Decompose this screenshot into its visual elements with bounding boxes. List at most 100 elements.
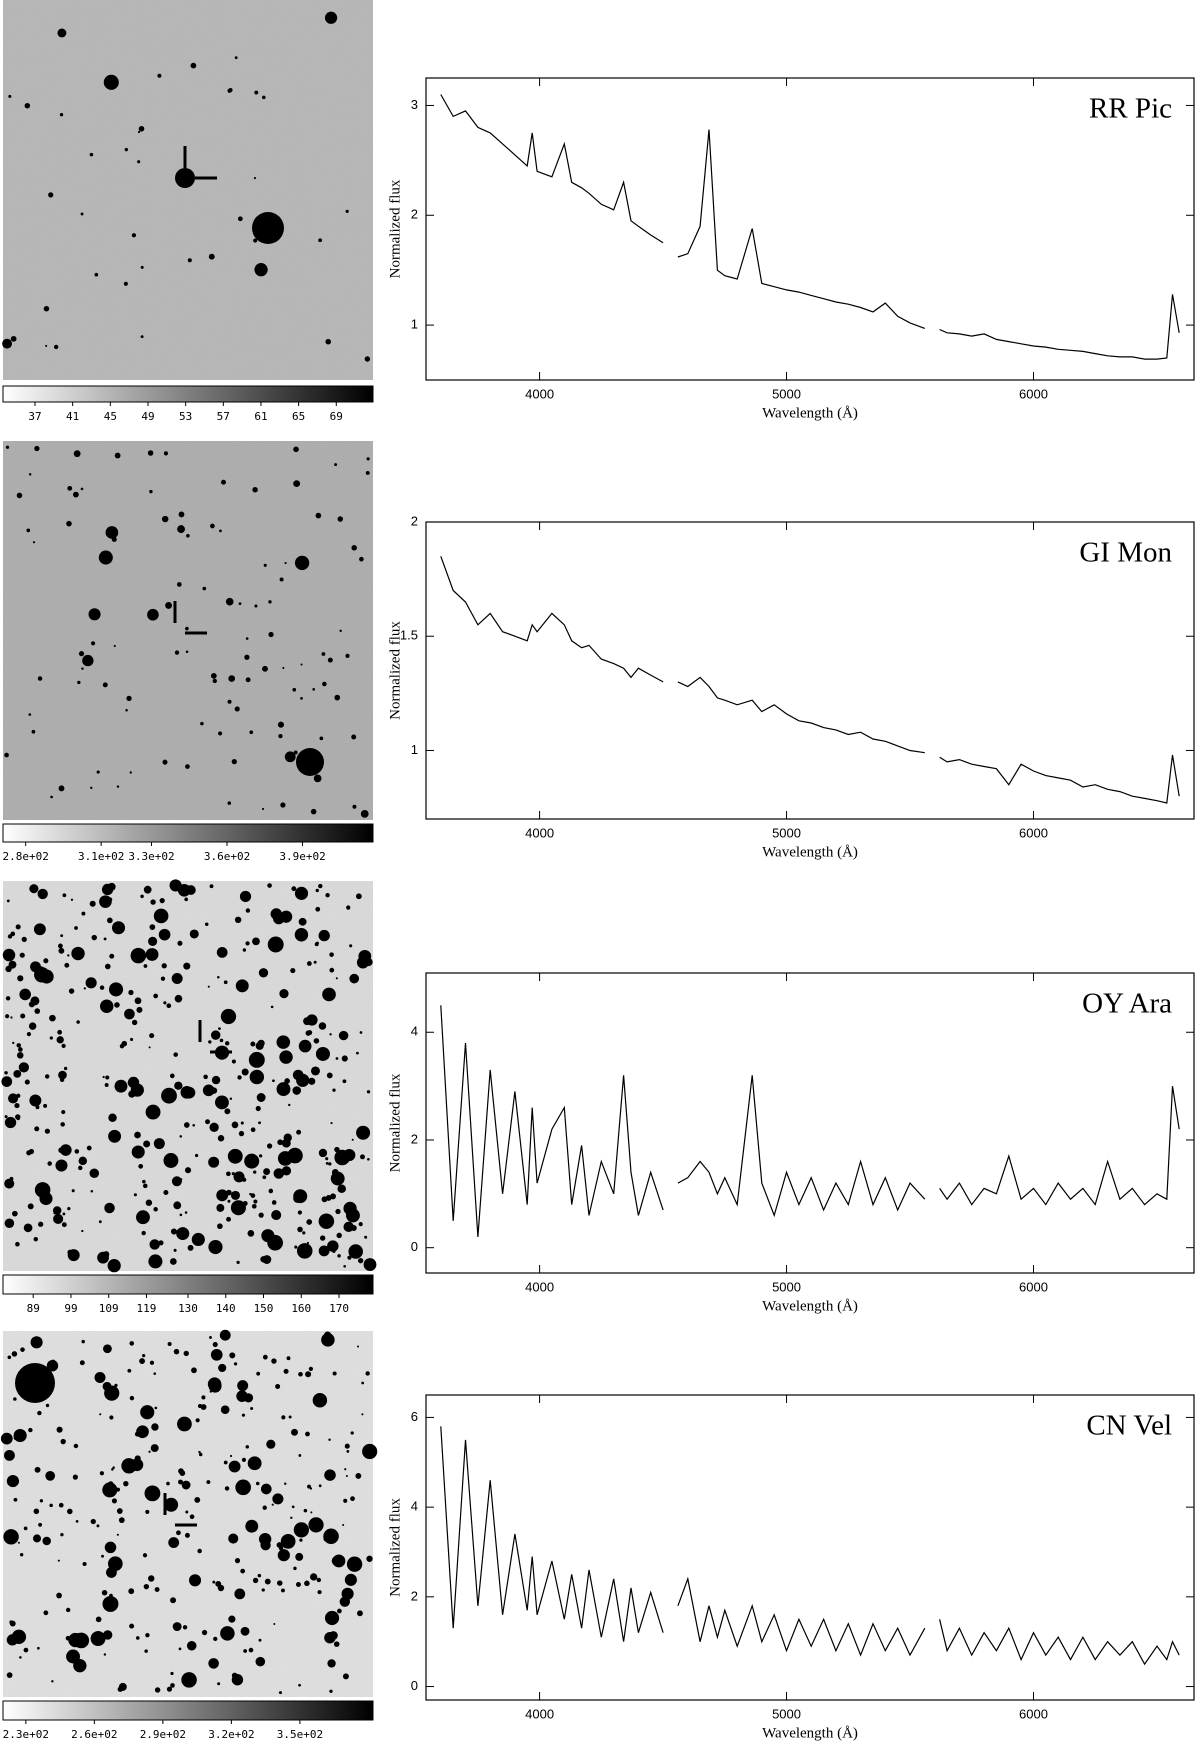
star — [337, 1608, 342, 1614]
star — [315, 888, 319, 893]
colorbar-tick-label: 2.9e+02 — [140, 1728, 186, 1741]
star — [245, 677, 251, 683]
star — [172, 1622, 182, 1631]
star — [295, 1552, 304, 1561]
star — [230, 1190, 240, 1200]
star — [293, 446, 299, 453]
star — [184, 897, 188, 902]
star — [365, 1371, 370, 1376]
star — [78, 1165, 83, 1171]
star — [201, 1629, 208, 1636]
star — [190, 62, 197, 69]
star — [106, 917, 113, 924]
star — [135, 1457, 139, 1460]
star — [326, 1072, 333, 1079]
star — [318, 1022, 327, 1030]
star — [258, 968, 269, 978]
star — [321, 652, 326, 656]
colorbar-tick-label: 65 — [292, 410, 305, 423]
star — [6, 1672, 13, 1678]
star — [305, 1431, 310, 1437]
star — [248, 1647, 254, 1653]
star — [108, 1129, 122, 1143]
star — [280, 1534, 296, 1549]
colorbar-tick-label: 2.3e+02 — [3, 1728, 49, 1741]
bright-star — [15, 1363, 55, 1403]
star — [360, 1154, 365, 1160]
star — [95, 1616, 102, 1623]
star — [255, 1105, 261, 1112]
star — [220, 1405, 230, 1414]
star — [74, 926, 78, 930]
star — [273, 1168, 285, 1179]
star — [205, 1119, 211, 1125]
star — [275, 1384, 281, 1390]
star — [208, 1156, 220, 1168]
star — [96, 770, 100, 774]
star — [33, 923, 46, 936]
star — [73, 450, 81, 458]
star — [295, 1581, 301, 1587]
star — [308, 1366, 314, 1372]
star — [293, 480, 301, 488]
star — [177, 1416, 192, 1432]
star — [113, 644, 116, 648]
star — [208, 1239, 223, 1255]
star — [144, 1649, 148, 1653]
star — [189, 929, 199, 939]
star — [73, 491, 79, 498]
star — [253, 176, 257, 180]
star — [61, 1222, 67, 1228]
star — [185, 626, 189, 631]
star — [164, 1497, 179, 1512]
star — [312, 1393, 328, 1408]
star — [179, 1470, 186, 1476]
star — [4, 1115, 8, 1119]
star — [195, 1418, 200, 1423]
star — [337, 516, 344, 522]
y-tick-label: 1 — [411, 742, 418, 757]
star — [202, 1084, 215, 1097]
colorbar-tick-label: 89 — [27, 1302, 40, 1315]
star — [165, 601, 173, 609]
star — [86, 1145, 92, 1151]
x-tick-label: 5000 — [772, 386, 801, 401]
star — [281, 1166, 292, 1176]
star — [103, 1653, 107, 1656]
star — [126, 695, 132, 701]
star — [177, 940, 183, 946]
y-axis-label: Normalized flux — [387, 179, 403, 278]
star — [5, 1014, 10, 1019]
star — [356, 1345, 359, 1348]
star — [241, 1457, 247, 1462]
star — [334, 1146, 340, 1153]
star — [213, 1636, 218, 1642]
star — [252, 937, 260, 946]
star — [294, 886, 309, 900]
star — [136, 1210, 150, 1225]
star — [229, 1454, 233, 1458]
star — [11, 1351, 18, 1357]
star — [288, 1103, 291, 1107]
star — [43, 305, 50, 312]
star — [89, 152, 94, 157]
star — [234, 1588, 246, 1600]
star — [262, 1255, 272, 1264]
star — [328, 1162, 332, 1166]
star — [260, 1483, 272, 1495]
star — [221, 479, 226, 485]
star — [276, 1035, 291, 1049]
star — [198, 1450, 201, 1454]
star — [128, 1588, 135, 1595]
star — [24, 1079, 30, 1085]
star — [47, 1161, 52, 1166]
star — [187, 1244, 194, 1251]
star — [349, 944, 353, 948]
star — [284, 751, 296, 763]
star — [272, 1079, 275, 1083]
star — [109, 1415, 114, 1420]
star — [19, 952, 25, 958]
star — [263, 1168, 271, 1176]
star — [163, 1153, 179, 1168]
x-tick-label: 5000 — [772, 1279, 801, 1294]
